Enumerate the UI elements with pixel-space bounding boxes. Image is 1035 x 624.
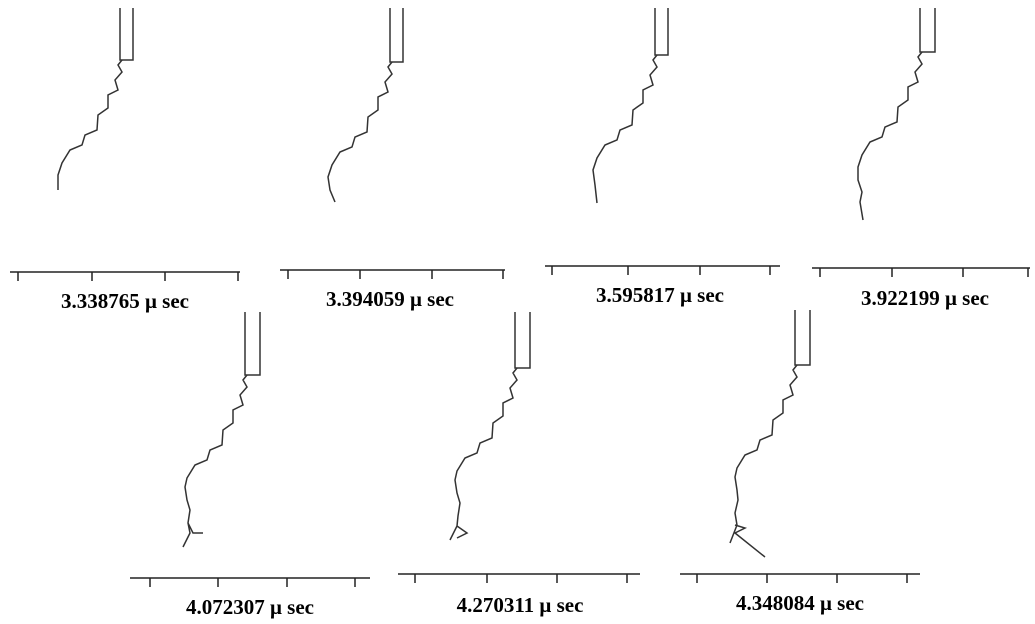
notch (919, 8, 936, 53)
time-label: 3.394059 μ sec (326, 287, 454, 311)
scale-bar (280, 269, 505, 279)
time-label: 3.595817 μ sec (596, 283, 724, 307)
scale-bar (680, 573, 920, 583)
time-label: 4.072307 μ sec (186, 595, 314, 619)
scale-bar (130, 577, 370, 587)
notch (389, 8, 404, 63)
panel: 3.394059 μ sec (280, 8, 505, 311)
panel: 3.338765 μ sec (10, 8, 240, 313)
crack (182, 374, 248, 548)
crack (592, 54, 658, 204)
crack (729, 364, 798, 558)
notch (119, 8, 134, 61)
panel: 4.072307 μ sec (130, 312, 370, 619)
crack (449, 367, 518, 541)
notch (654, 8, 669, 56)
scale-bar (545, 265, 780, 275)
crack (327, 61, 393, 203)
panel: 3.595817 μ sec (545, 8, 780, 307)
scale-bar (10, 271, 240, 281)
scale-bar (398, 573, 640, 583)
time-label: 3.922199 μ sec (861, 286, 989, 310)
crack (57, 59, 123, 190)
time-label: 4.348084 μ sec (736, 591, 864, 615)
notch (514, 312, 531, 369)
crack (857, 51, 923, 221)
notch (244, 312, 261, 376)
scale-bar (812, 267, 1030, 277)
panel: 4.270311 μ sec (398, 312, 640, 617)
notch (794, 310, 811, 366)
panel: 4.348084 μ sec (680, 310, 920, 615)
time-label: 3.338765 μ sec (61, 289, 189, 313)
panel: 3.922199 μ sec (812, 8, 1030, 310)
time-label: 4.270311 μ sec (457, 593, 584, 617)
